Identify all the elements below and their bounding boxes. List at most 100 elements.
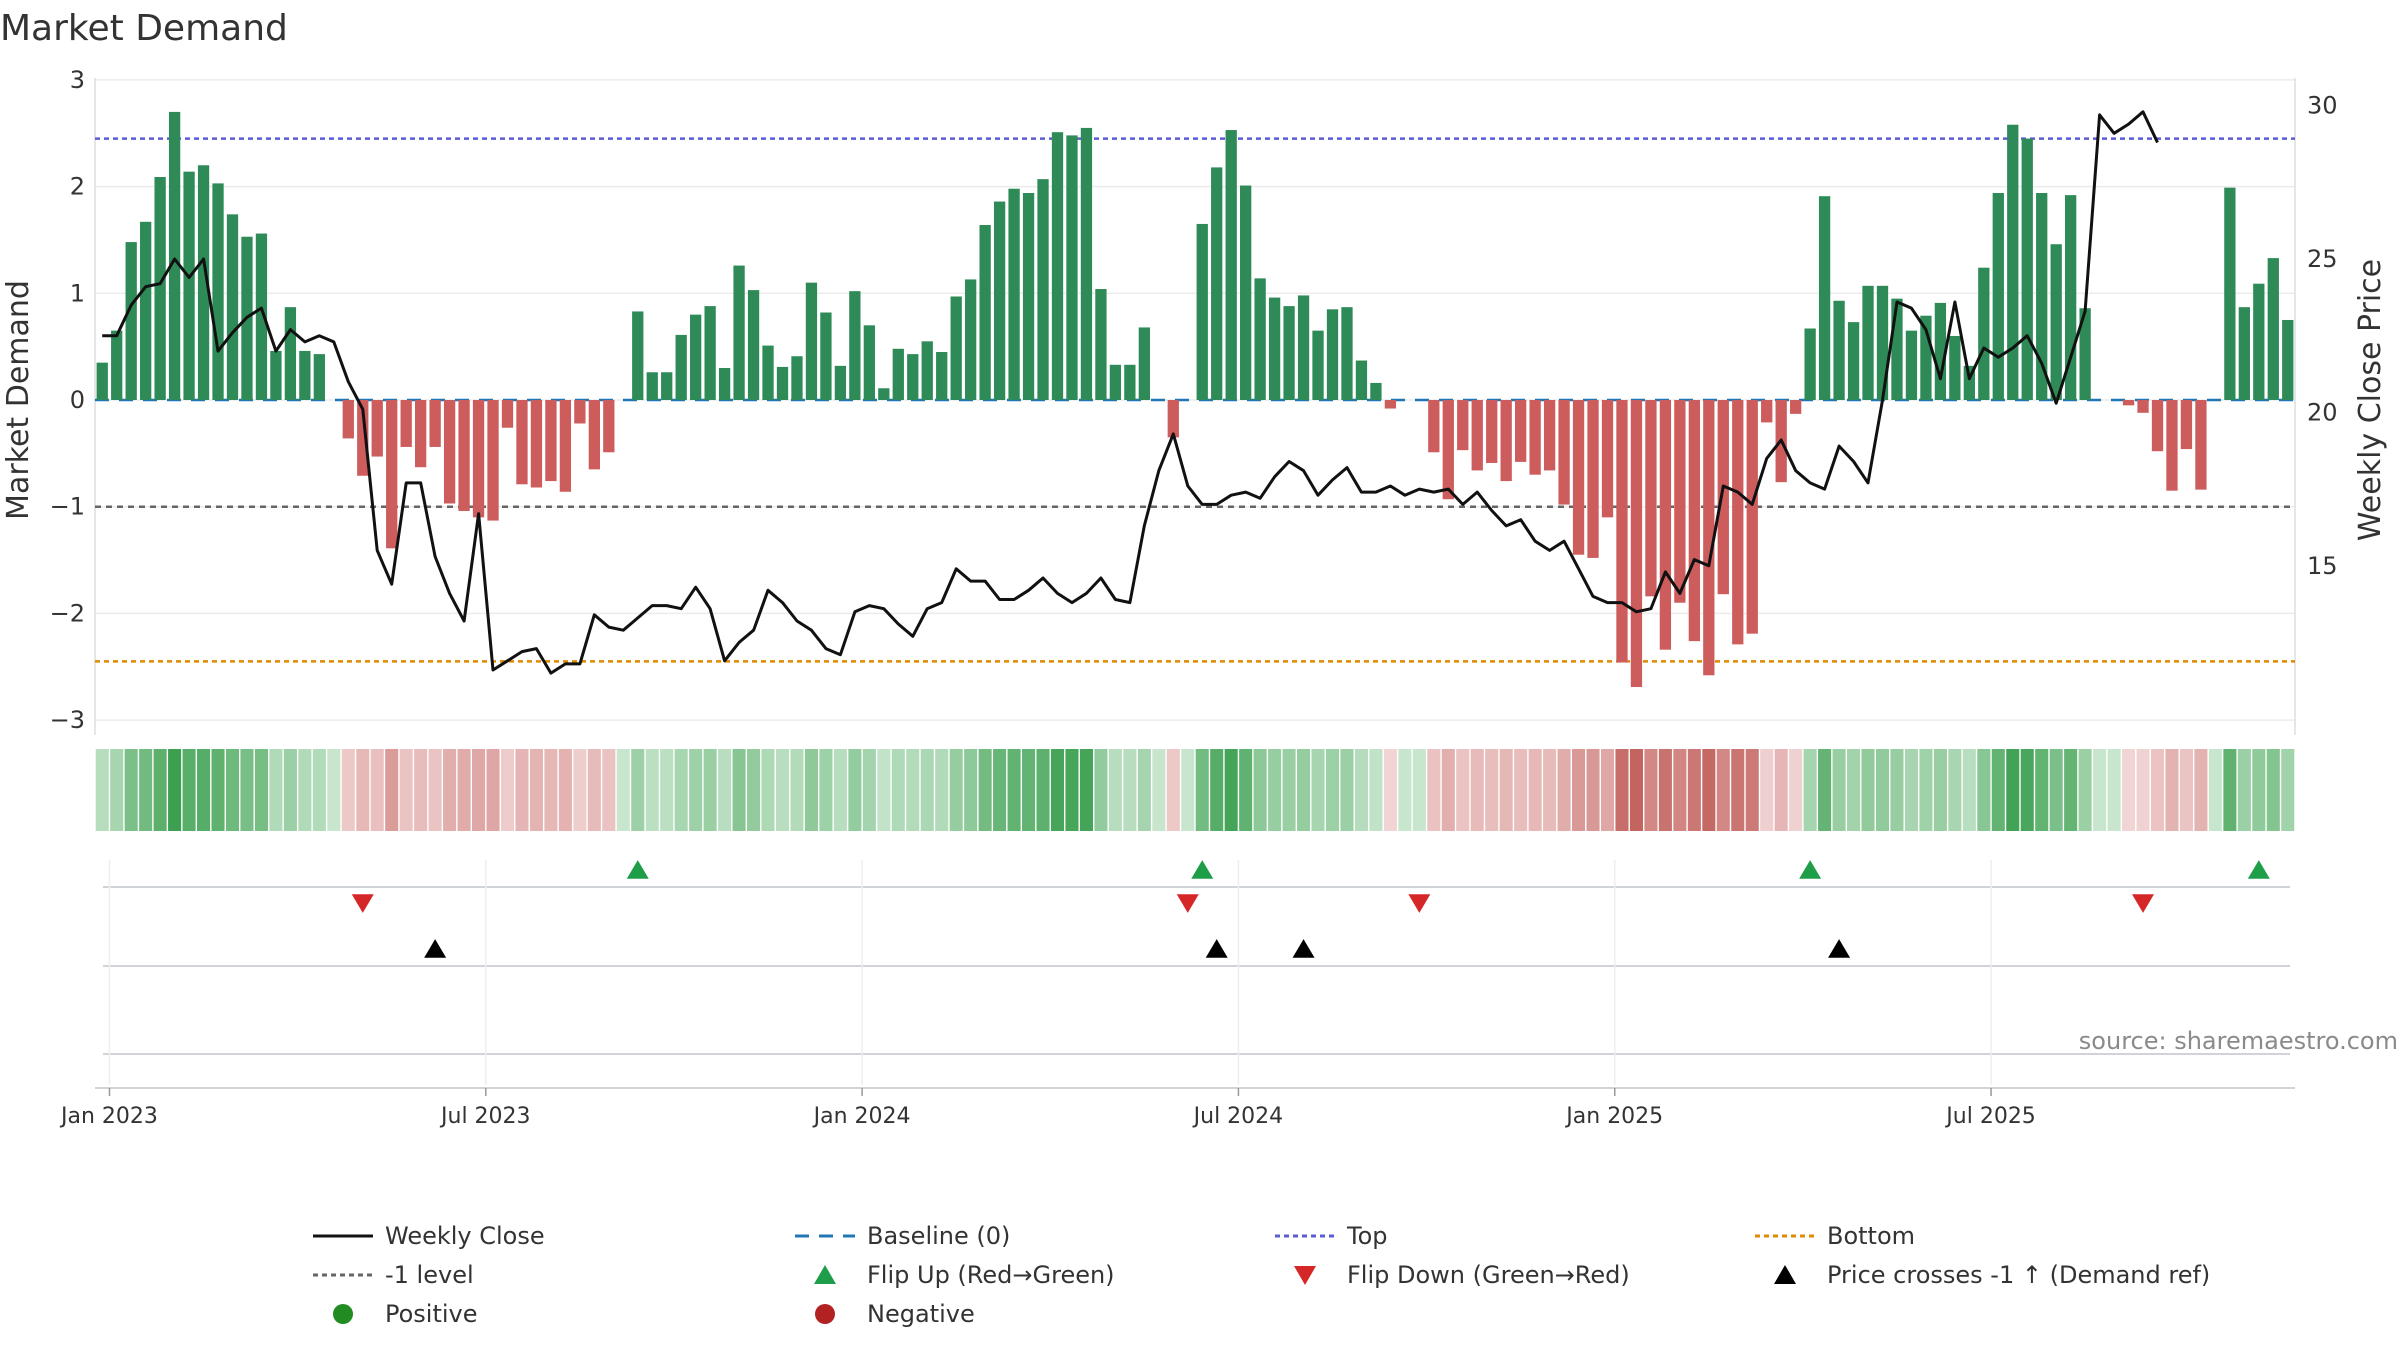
flip-up-marker (1799, 860, 1822, 879)
legend-triangle-up-icon (1774, 1265, 1796, 1284)
demand-bar (2151, 400, 2164, 452)
price-cross-marker (1828, 939, 1851, 958)
demand-bar (1630, 400, 1643, 688)
heat-cell (1166, 749, 1180, 831)
heat-cell (2093, 749, 2107, 831)
demand-bar (2079, 308, 2091, 400)
demand-bar (747, 290, 760, 400)
demand-bar (690, 314, 702, 400)
heat-cell (1933, 749, 1947, 831)
heat-cell (1137, 749, 1151, 831)
demand-bar (2036, 193, 2048, 400)
demand-bar (342, 400, 354, 439)
demand-bar (588, 400, 600, 470)
heat-cell (906, 749, 920, 831)
heat-cell (1412, 749, 1426, 831)
demand-bar (1066, 135, 1078, 400)
heat-cell (993, 749, 1007, 831)
heat-cell (1702, 749, 1716, 831)
legend-label: Flip Up (Red→Green) (867, 1261, 1115, 1289)
heat-cell (500, 749, 515, 831)
heat-cell (2266, 749, 2280, 831)
demand-bar (1558, 400, 1570, 505)
demand-bar (1543, 400, 1556, 471)
heat-cell (1152, 749, 1166, 831)
heat-cell (1340, 749, 1354, 831)
heat-cell (1383, 749, 1397, 831)
demand-bar (429, 400, 441, 447)
source-note: source: sharemaestro.com (2079, 1027, 2398, 1055)
heat-cell (848, 749, 862, 831)
demand-bar (1732, 400, 1744, 645)
x-tick-label: Jul 2023 (439, 1104, 531, 1129)
flip-down-marker (1408, 894, 1431, 913)
heat-cell (602, 749, 616, 831)
demand-bar (183, 171, 195, 400)
heat-cell (443, 749, 457, 831)
heat-cell (2122, 749, 2136, 831)
heat-cell (1716, 749, 1730, 831)
heat-cell (1760, 749, 1774, 831)
demand-bar (1572, 400, 1585, 555)
heat-cell (1572, 749, 1586, 831)
heat-cell (1268, 749, 1282, 831)
heat-cell (385, 749, 399, 831)
demand-bar (2180, 400, 2193, 450)
heat-cell (2179, 749, 2193, 831)
demand-bar (1008, 188, 1020, 400)
demand-bar (530, 400, 543, 488)
heat-cell (1239, 749, 1253, 831)
demand-heat-strip (95, 749, 2295, 831)
demand-bar (2122, 400, 2135, 406)
demand-bar (313, 354, 325, 400)
legend-dot-icon (333, 1304, 353, 1324)
demand-bar (1428, 400, 1440, 453)
heat-cell (370, 749, 384, 831)
heat-cell (529, 749, 543, 831)
heat-cell (819, 749, 833, 831)
demand-bar (1355, 360, 1368, 400)
demand-bar (1225, 130, 1237, 400)
heat-cell (1224, 749, 1238, 831)
heat-cell (747, 749, 761, 831)
legend: Weekly Close Baseline (0) Top Bottom -1 leve… (313, 1222, 2210, 1328)
demand-bar (1080, 127, 1093, 400)
heat-cell (283, 749, 297, 831)
demand-bar (1688, 400, 1700, 642)
demand-bar (1442, 400, 1454, 500)
left-tick-label: 2 (70, 173, 85, 201)
demand-bar (776, 366, 789, 400)
left-tick-label: 3 (70, 66, 85, 94)
right-tick-label: 30 (2307, 92, 2338, 120)
heat-cell (341, 749, 355, 831)
demand-bar (1471, 400, 1483, 471)
demand-bar (2267, 258, 2279, 400)
legend-item-negative: Negative (815, 1300, 975, 1328)
demand-bar (357, 400, 369, 476)
demand-bar (762, 345, 774, 400)
legend-label: Weekly Close (385, 1222, 545, 1250)
right-tick-label: 15 (2307, 552, 2338, 580)
heat-cell (1007, 749, 1021, 831)
x-tick-label: Jan 2023 (59, 1104, 158, 1129)
heat-cell (211, 749, 225, 831)
heat-cell (1441, 749, 1455, 831)
flip-up-marker (626, 860, 649, 879)
heat-cell (2252, 749, 2266, 831)
heat-cell (2107, 749, 2121, 831)
demand-bar (950, 296, 962, 400)
heat-cell (1991, 749, 2005, 831)
demand-bar (2238, 307, 2250, 400)
heat-cell (732, 749, 746, 831)
demand-bar (1717, 400, 1729, 595)
heat-cell (1774, 749, 1788, 831)
demand-bar (704, 306, 716, 400)
demand-bar (1095, 289, 1107, 400)
demand-bar (415, 400, 427, 468)
heat-cell (674, 749, 688, 831)
demand-bar (371, 400, 383, 457)
event-markers (95, 860, 2295, 1089)
demand-bar (718, 367, 731, 400)
heat-cell (414, 749, 428, 831)
heat-cell (399, 749, 413, 831)
